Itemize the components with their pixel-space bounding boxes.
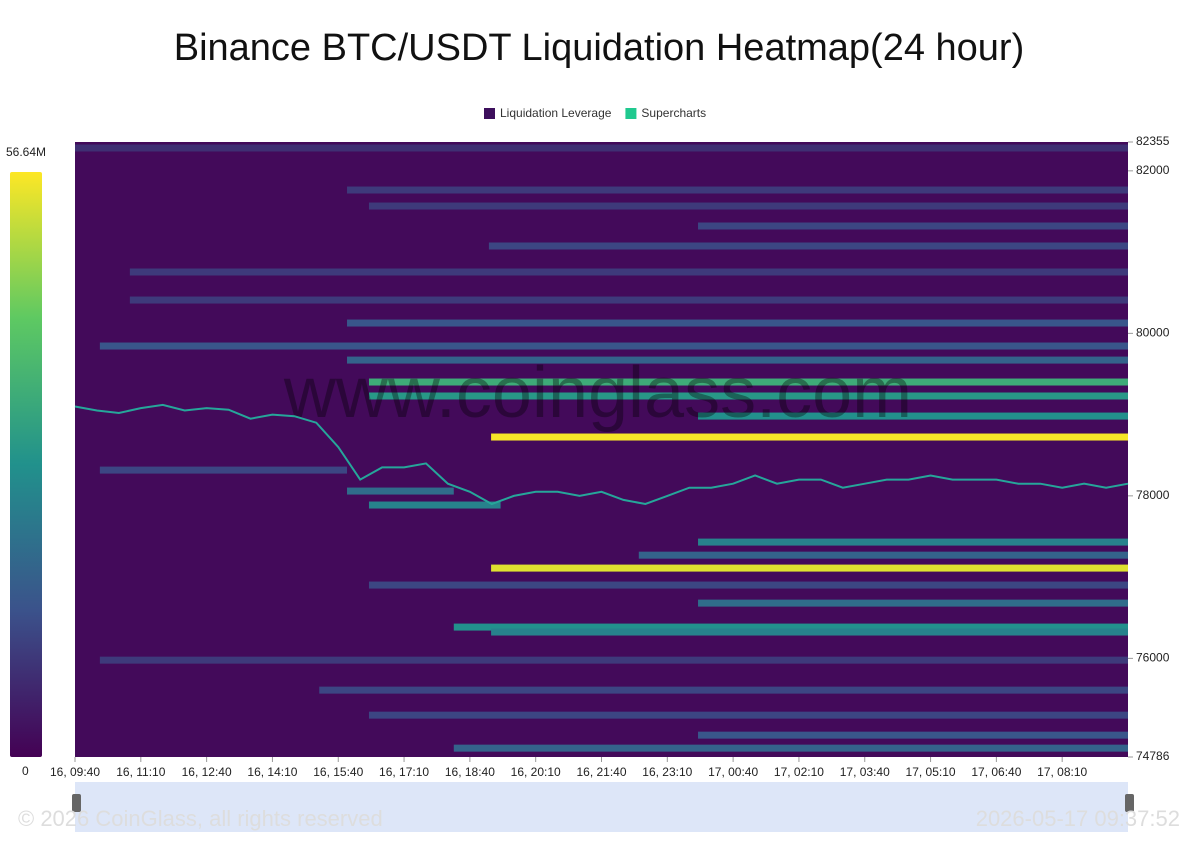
colorbar-label: 0 [22,764,29,778]
watermark: www.coinglass.com [283,353,912,433]
timestamp: 2026-05-17 09:37:52 [976,806,1180,831]
x-tick-label: 17, 02:10 [774,765,824,779]
liquidation-band [99,466,348,474]
x-tick-label: 16, 11:10 [116,765,165,779]
liquidation-band [698,538,1128,546]
liquidation-band [319,686,1128,694]
liquidation-band [368,581,1128,589]
liquidation-band [491,564,1128,572]
liquidation-band [488,242,1128,250]
colorbar-label: 56.64M [6,145,46,159]
liquidation-band [129,268,1128,276]
legend-swatch [625,108,637,119]
x-tick-label: 16, 20:10 [511,765,561,779]
liquidation-band [99,656,1128,664]
y-tick-label: 78000 [1136,488,1170,502]
y-tick-label: 82355 [1136,134,1170,148]
navigator-handle[interactable] [72,794,81,812]
y-tick-label: 74786 [1136,749,1170,763]
liquidation-band [75,144,1128,152]
y-tick-label: 76000 [1136,651,1170,665]
liquidation-band [491,433,1128,441]
x-tick-label: 16, 23:10 [642,765,692,779]
chart-title: Binance BTC/USDT Liquidation Heatmap(24 … [174,27,1025,69]
liquidation-band [638,551,1128,559]
liquidation-band [368,202,1128,210]
x-tick-label: 16, 12:40 [182,765,232,779]
x-tick-label: 16, 09:40 [50,765,100,779]
x-tick-label: 17, 08:10 [1037,765,1087,779]
x-tick-label: 16, 17:10 [379,765,429,779]
x-tick-label: 17, 05:10 [906,765,956,779]
legend-label: Supercharts [641,106,706,120]
liquidation-band [347,356,1128,364]
y-tick-label: 82000 [1136,163,1170,177]
x-tick-label: 16, 18:40 [445,765,495,779]
liquidation-band [698,222,1128,230]
x-tick-label: 16, 15:40 [313,765,363,779]
liquidation-band [368,501,501,509]
liquidation-band [698,731,1128,739]
x-tick-label: 17, 00:40 [708,765,758,779]
navigator-handle[interactable] [1125,794,1134,812]
liquidation-band [347,319,1128,327]
y-tick-label: 80000 [1136,326,1170,340]
x-tick-label: 17, 03:40 [840,765,890,779]
liquidation-band [698,412,1128,420]
liquidation-band [368,378,1128,386]
price-line [74,403,1129,506]
liquidation-band [368,711,1128,719]
liquidation-band [491,628,1128,636]
heatmap-background [75,142,1128,757]
liquidation-band [453,623,1129,631]
copyright: © 2026 CoinGlass, all rights reserved [18,806,383,831]
navigator [75,782,1128,832]
legend-label: Liquidation Leverage [500,106,612,120]
legend-swatch [484,108,495,119]
liquidation-band [453,744,1129,752]
liquidation-band [129,296,1128,304]
x-tick-label: 16, 21:40 [576,765,626,779]
liquidation-band [99,342,1128,350]
x-tick-label: 16, 14:10 [247,765,297,779]
colorbar [10,172,42,757]
liquidation-band [347,186,1128,194]
x-tick-label: 17, 06:40 [971,765,1021,779]
liquidation-band [698,599,1128,607]
liquidation-band [347,487,454,495]
plot-area: www.coinglass.com [74,142,1129,757]
liquidation-band [368,392,1128,400]
